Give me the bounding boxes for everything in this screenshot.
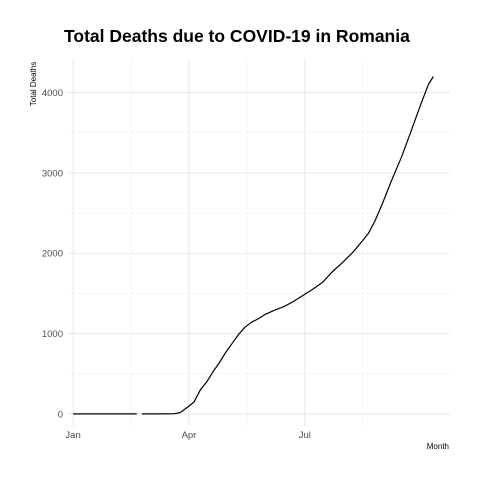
y-axis-label: Total Deaths (29, 62, 38, 106)
series-line (141, 76, 434, 415)
y-tick-label: 4000 (42, 88, 63, 99)
x-axis-label: Month (427, 442, 449, 451)
chart-title: Total Deaths due to COVID-19 in Romania (64, 26, 410, 46)
x-tick-label: Apr (182, 430, 197, 441)
y-tick-label: 2000 (42, 249, 63, 260)
x-tick-label: Jan (65, 430, 80, 441)
y-tick-label: 0 (58, 409, 63, 420)
y-tick-label: 3000 (42, 168, 63, 179)
grid-lines (68, 58, 450, 426)
x-tick-label: Jul (299, 430, 311, 441)
y-tick-label: 1000 (42, 329, 63, 340)
series-lines (73, 76, 434, 415)
tick-labels: 0 1000 2000 3000 4000 Jan Apr Jul (42, 88, 311, 441)
